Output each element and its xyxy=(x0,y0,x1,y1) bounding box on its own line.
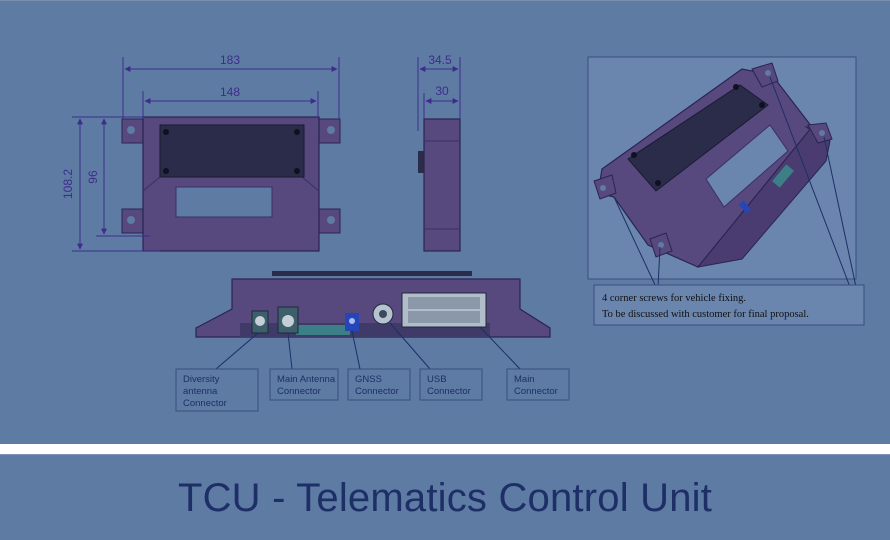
label-usb-line1: USB xyxy=(427,374,447,385)
diagram-panel: 183 148 108.2 96 xyxy=(0,0,890,412)
label-diversity-line2: antenna xyxy=(183,386,218,397)
dim-side-depth-outer: 34.5 xyxy=(428,53,452,67)
mounting-note-line1: 4 corner screws for vehicle fixing. xyxy=(602,293,746,304)
front-view: 183 148 108.2 96 xyxy=(61,53,341,252)
dim-side-depth-inner: 30 xyxy=(435,84,449,98)
connector-view: Diversity antenna Connector Main Antenna… xyxy=(175,271,570,412)
mounting-note-line2: To be discussed with customer for final … xyxy=(602,309,809,320)
label-main-antenna-line2: Connector xyxy=(277,386,321,397)
side-view: 34.5 30 xyxy=(417,53,461,252)
dim-front-height-inner: 96 xyxy=(86,170,100,184)
isometric-view: 4 corner screws for vehicle fixing. To b… xyxy=(587,56,865,326)
title-band xyxy=(0,454,890,540)
label-gnss-line1: GNSS xyxy=(355,374,382,385)
label-diversity-line1: Diversity xyxy=(183,374,220,385)
label-main-connector-line2: Connector xyxy=(514,386,558,397)
label-gnss-line2: Connector xyxy=(355,386,399,397)
label-diversity-line3: Connector xyxy=(183,398,227,409)
dim-front-height-outer: 108.2 xyxy=(61,169,75,199)
dim-front-width-inner: 148 xyxy=(220,85,240,99)
divider xyxy=(0,444,890,454)
dim-front-width-outer: 183 xyxy=(220,53,240,67)
page-title: TCU - Telematics Control Unit xyxy=(177,476,713,520)
label-main-connector-line1: Main xyxy=(514,374,535,385)
tcu-drawing: 183 148 108.2 96 xyxy=(61,53,865,412)
label-main-antenna-line1: Main Antenna xyxy=(277,374,336,385)
label-usb-line2: Connector xyxy=(427,386,471,397)
